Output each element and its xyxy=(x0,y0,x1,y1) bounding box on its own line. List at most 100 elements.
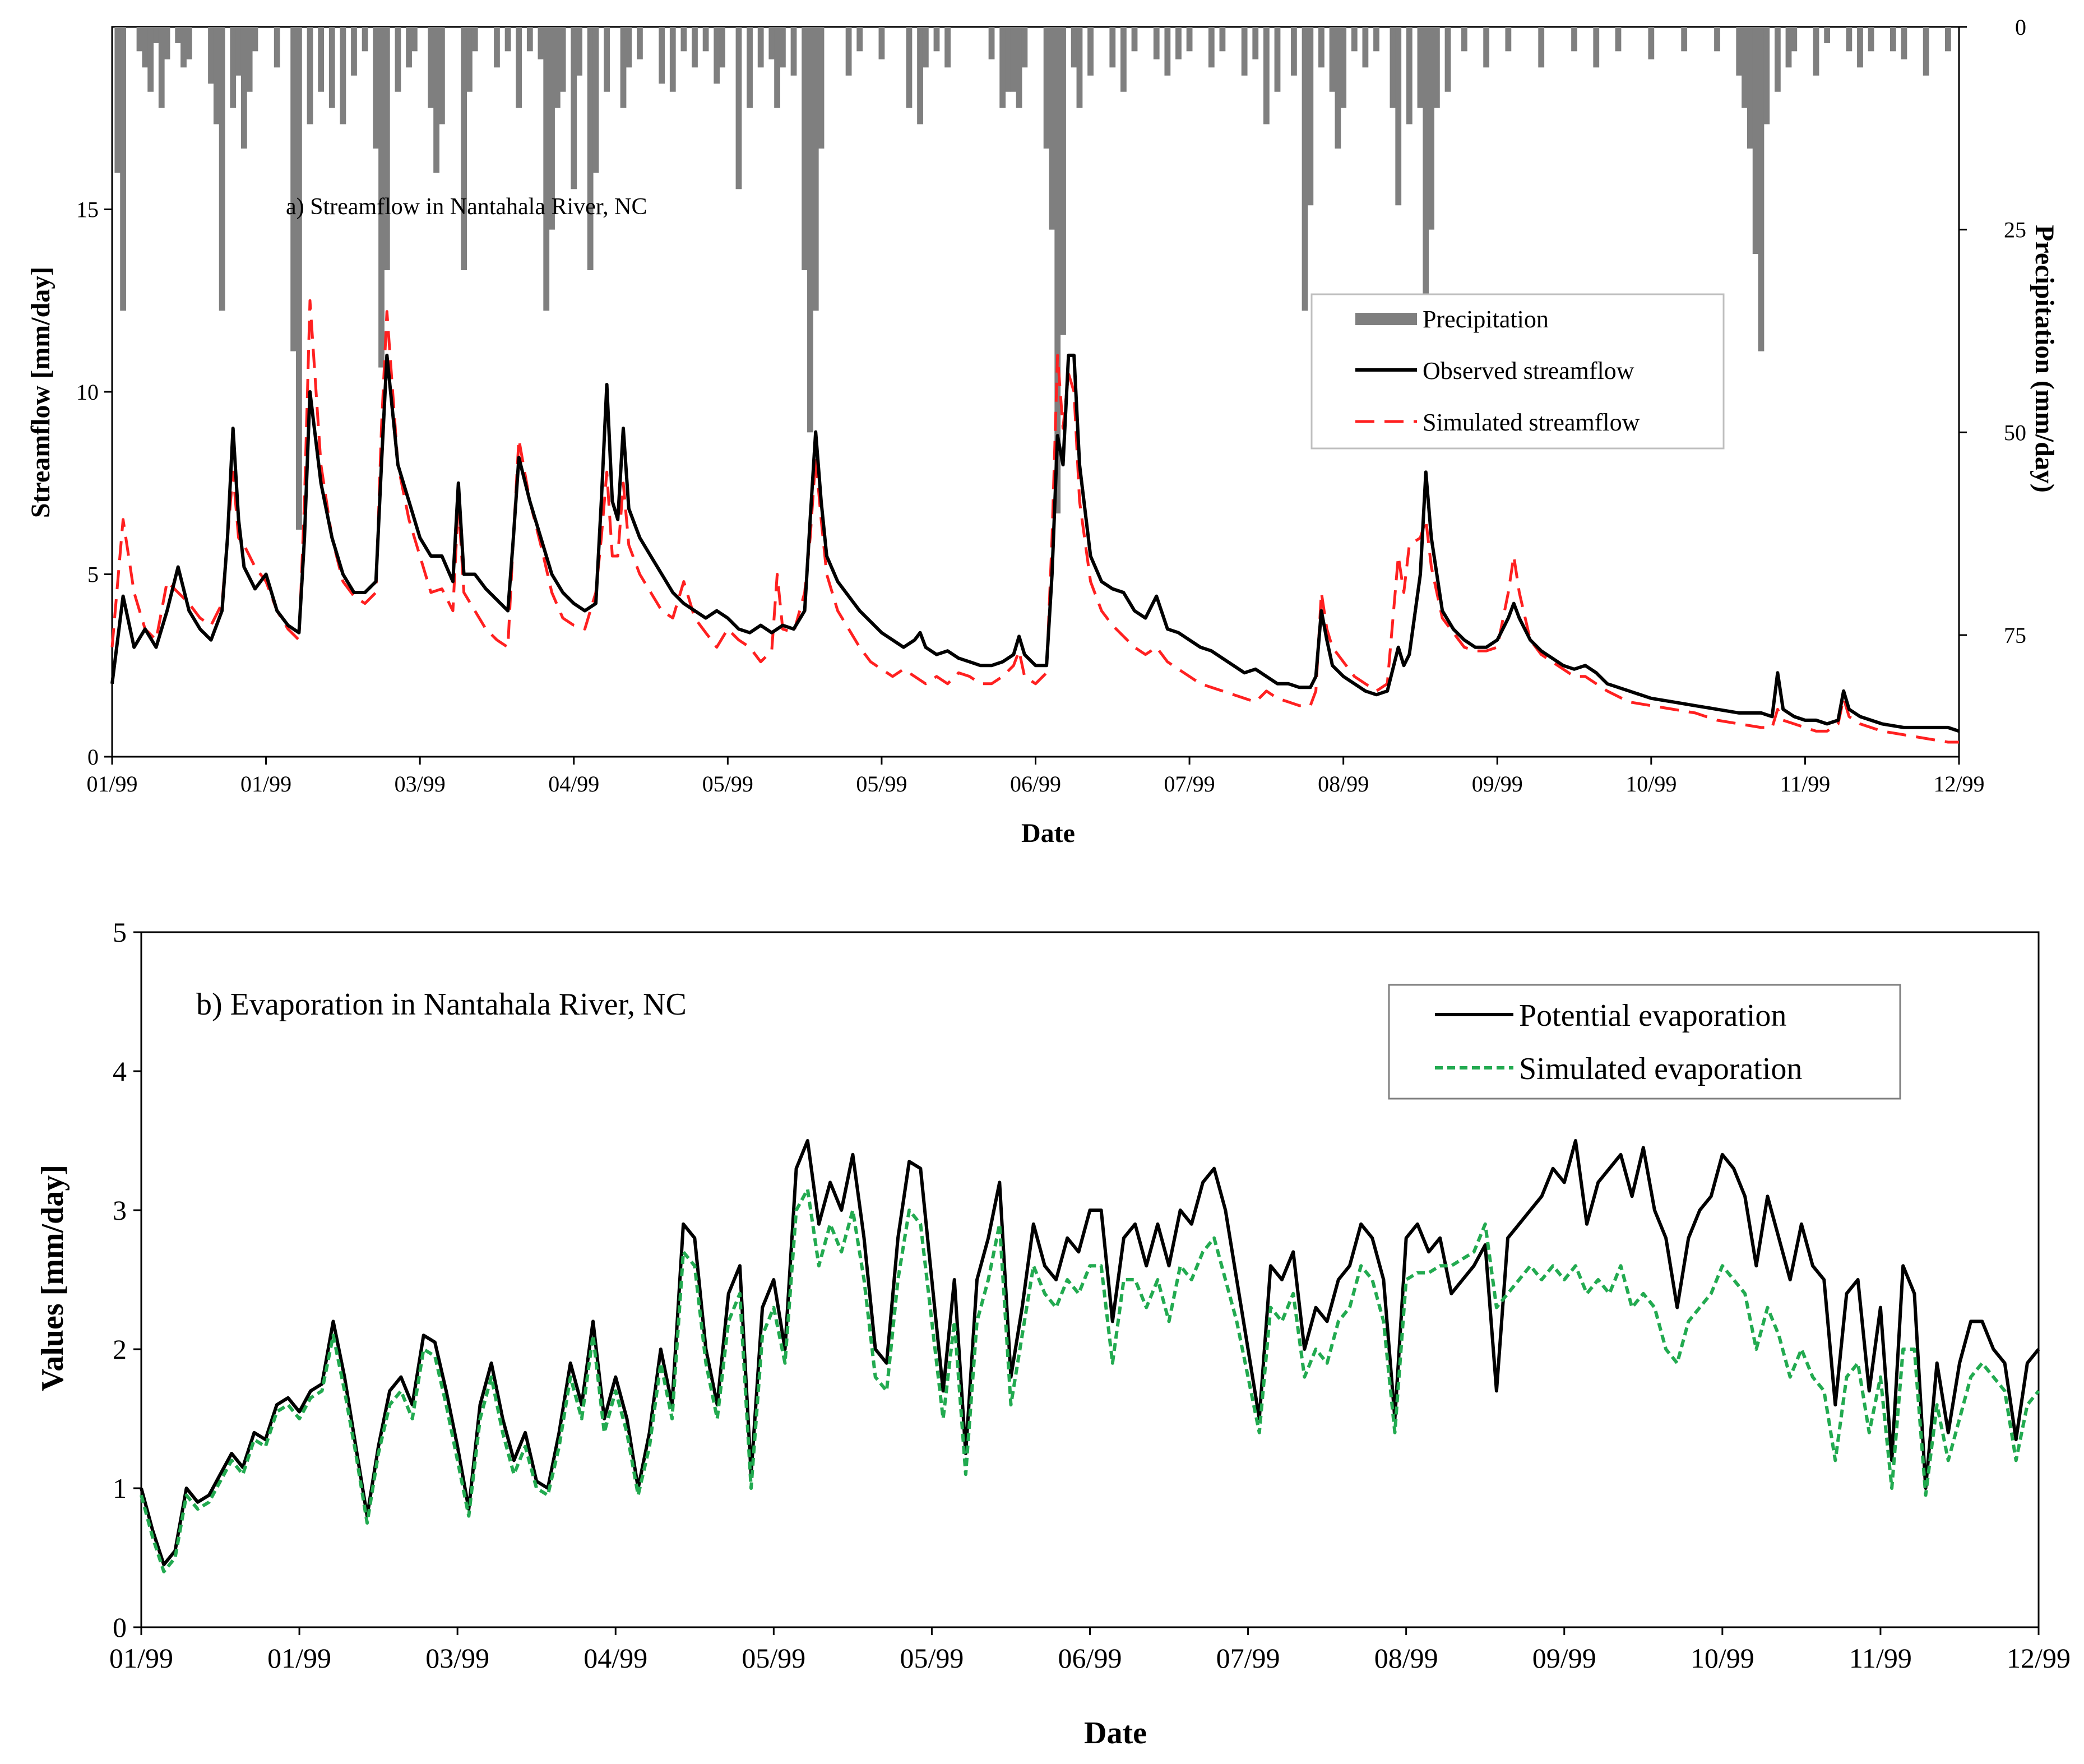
precipitation-bar xyxy=(246,27,253,92)
precipitation-bar xyxy=(1813,27,1819,76)
precipitation-bar xyxy=(587,27,594,270)
precipitation-bar xyxy=(1219,27,1226,52)
precipitation-bar xyxy=(373,27,379,149)
precipitation-bar xyxy=(1274,27,1281,92)
streamflow-x-tick-label: 06/99 xyxy=(1010,771,1061,797)
precipitation-bar xyxy=(538,27,544,59)
precipitation-bar xyxy=(637,27,643,59)
precipitation-bar xyxy=(383,27,390,270)
evaporation-y-tick-label: 4 xyxy=(113,1055,127,1087)
legend-precipitation-swatch xyxy=(1355,313,1417,325)
precipitation-bar xyxy=(702,27,709,52)
precipitation-bar xyxy=(1390,27,1396,108)
precipitation-bar xyxy=(988,27,995,59)
precipitation-bar xyxy=(906,27,913,108)
evaporation-chart: 0 1 2 3 4 5 01/99 01/99 03/99 04/99 05/99 05/99 06/… xyxy=(35,916,2071,1751)
evaporation-y-tick-label: 3 xyxy=(113,1194,127,1226)
evaporation-lines xyxy=(140,1139,2040,1573)
precipitation-bar xyxy=(1824,27,1831,43)
precipitation-bar xyxy=(504,27,511,52)
precipitation-bar xyxy=(328,27,335,108)
precipitation-bar xyxy=(164,27,170,59)
precipitation-bar xyxy=(1335,27,1341,149)
precipitation-bar xyxy=(1131,27,1138,52)
precipitation-bar xyxy=(378,27,385,368)
streamflow-x-tick-label: 03/99 xyxy=(395,771,446,797)
evaporation-x-axis-title: Date xyxy=(1084,1716,1147,1751)
precipitation-bar xyxy=(1648,27,1655,59)
streamflow-x-tick-label: 01/99 xyxy=(86,771,137,797)
streamflow-y-tick-label: 15 xyxy=(76,197,99,223)
precipitation-bar xyxy=(559,27,566,92)
precipitation-bar xyxy=(812,27,819,311)
precipitation-bar xyxy=(1049,27,1055,230)
precipitation-bar xyxy=(1890,27,1896,52)
precipitation-bar xyxy=(1186,27,1193,52)
precipitation-bar xyxy=(999,27,1006,108)
precipitation-bar xyxy=(1307,27,1314,206)
precipitation-bar xyxy=(406,27,412,68)
streamflow-x-tick-label: 12/99 xyxy=(1933,771,1984,797)
streamflow-x-tick-label: 10/99 xyxy=(1625,771,1677,797)
precipitation-bar xyxy=(1291,27,1297,76)
precipitation-bar xyxy=(351,27,357,76)
precipitation-bar xyxy=(549,27,555,230)
streamflow-x-tick-label: 04/99 xyxy=(548,771,599,797)
precipitation-bar xyxy=(1005,27,1011,92)
precipitation-bar xyxy=(186,27,192,59)
precipitation-bar xyxy=(1747,27,1753,149)
streamflow-x-tick-label: 11/99 xyxy=(1780,771,1831,797)
precipitation-bar xyxy=(471,27,478,52)
streamflow-y-ticks: 0 5 10 15 xyxy=(76,197,112,770)
precipitation-bar xyxy=(917,27,923,124)
precipitation-bar xyxy=(1351,27,1358,52)
evaporation-x-tick-label: 03/99 xyxy=(425,1642,489,1674)
precipitation-bar xyxy=(1714,27,1720,52)
precipitation-bar xyxy=(235,27,242,76)
legend-precipitation-label: Precipitation xyxy=(1423,305,1549,333)
evaporation-x-tick-label: 01/99 xyxy=(109,1642,173,1674)
streamflow-x-tick-label: 07/99 xyxy=(1164,771,1215,797)
precipitation-bar xyxy=(153,27,159,43)
evaporation-legend-box xyxy=(1388,984,1901,1100)
precipitation-bar xyxy=(219,27,225,311)
precipitation-bar xyxy=(307,27,313,124)
precipitation-bar xyxy=(142,27,149,68)
evaporation-y-tick-label: 2 xyxy=(113,1334,127,1365)
precipitation-bar xyxy=(543,27,550,311)
precipitation-bar xyxy=(290,27,297,351)
precipitation-bar xyxy=(1406,27,1413,124)
precipitation-bar xyxy=(1758,27,1765,351)
precipitation-bar xyxy=(180,27,187,68)
precipitation-bar xyxy=(1175,27,1182,59)
evaporation-x-tick-label: 04/99 xyxy=(583,1642,647,1674)
streamflow-x-tick-label: 05/99 xyxy=(702,771,753,797)
precipitation-bar xyxy=(1395,27,1402,206)
streamflow-x-tick-label: 01/99 xyxy=(240,771,291,797)
precipitation-bar xyxy=(774,27,780,108)
precipitation-y-axis-title: Precipitation (mm/day) xyxy=(2030,225,2059,493)
precipitation-bar xyxy=(1461,27,1467,52)
evaporation-y-axis-title: Values [mm/day] xyxy=(35,1165,70,1391)
precipitation-bar xyxy=(1571,27,1577,52)
precipitation-bar xyxy=(818,27,825,149)
potential-evaporation-line xyxy=(140,1139,2040,1567)
precipitation-bar xyxy=(466,27,473,92)
precipitation-bar xyxy=(1302,27,1308,311)
precipitation-bar xyxy=(1252,27,1259,59)
precipitation-bar xyxy=(1774,27,1781,92)
precipitation-bar xyxy=(175,27,182,43)
precipitation-bar xyxy=(845,27,852,76)
streamflow-chart: 0 5 10 15 0 25 50 75 01/99 01/99 03/99 04/99 05/99… xyxy=(26,15,2059,848)
precipitation-bar xyxy=(274,27,280,68)
precipitation-bar xyxy=(1505,27,1512,52)
streamflow-y-tick-label: 10 xyxy=(76,379,99,405)
precipitation-bar xyxy=(1944,27,1951,52)
evaporation-x-tick-label: 05/99 xyxy=(900,1642,964,1674)
precipitation-bar xyxy=(1153,27,1160,59)
streamflow-lines xyxy=(110,299,1960,744)
streamflow-x-ticks: 01/99 01/99 03/99 04/99 05/99 05/99 06/99 07/99… xyxy=(86,757,1985,797)
precipitation-y-ticks: 0 25 50 75 xyxy=(1959,15,2026,648)
precipitation-bar xyxy=(747,27,753,108)
precipitation-bar xyxy=(1340,27,1347,108)
